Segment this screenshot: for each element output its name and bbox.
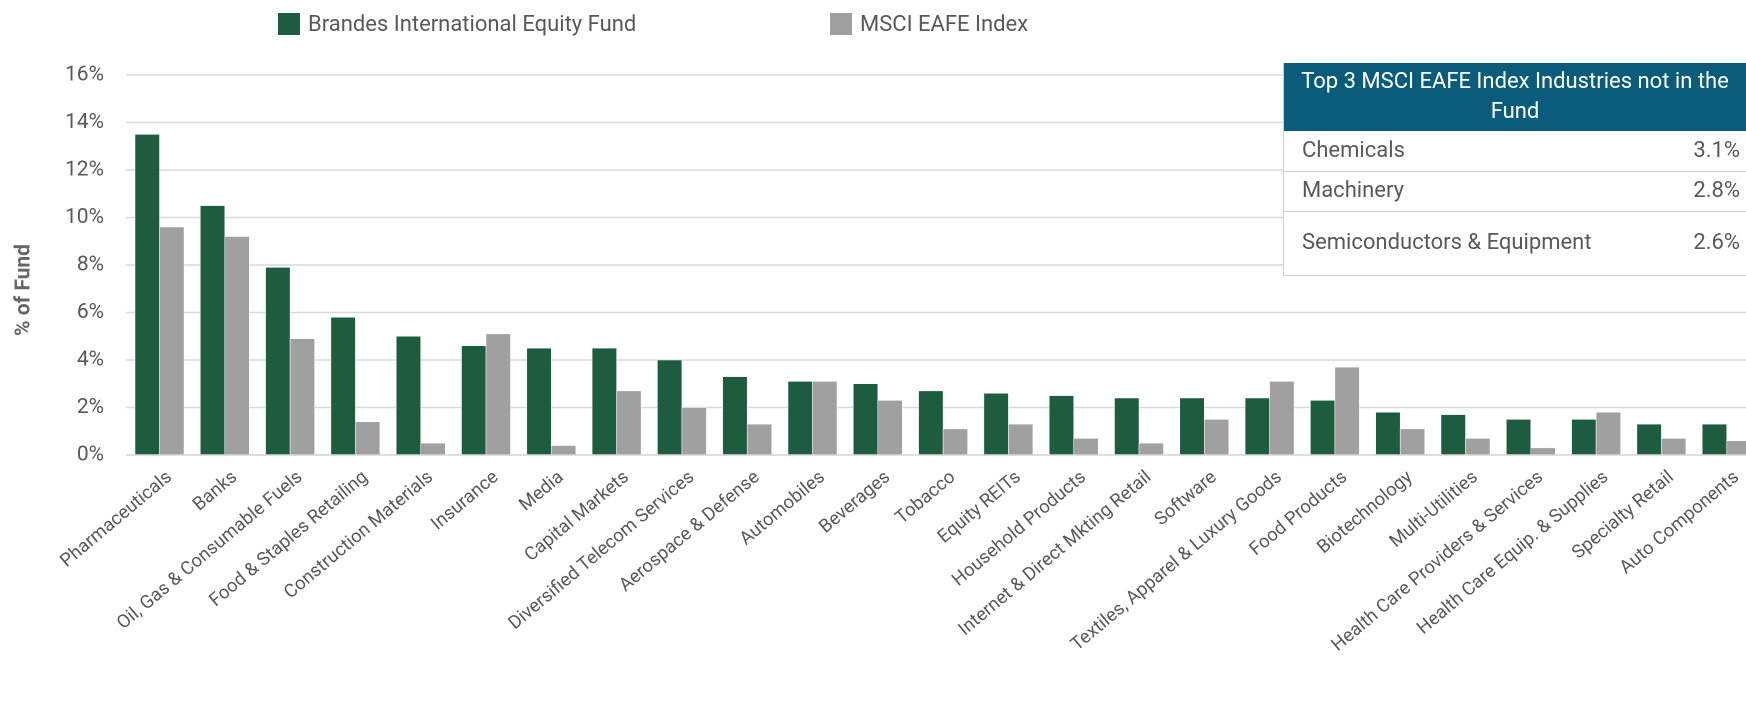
y-tick-label: 8% [77, 253, 104, 277]
legend-label: Brandes International Equity Fund [308, 12, 636, 37]
legend-swatch [830, 13, 852, 35]
bar [1334, 366, 1360, 456]
bar [1701, 423, 1727, 456]
bar [1204, 419, 1230, 456]
bar [200, 205, 226, 456]
table-value: 2.6% [1658, 211, 1746, 276]
table-label: Machinery [1283, 171, 1659, 212]
bar [1048, 395, 1074, 456]
bar [1571, 419, 1597, 456]
bar [1269, 381, 1295, 456]
bar [1506, 419, 1532, 456]
table-title: Top 3 MSCI EAFE Index Industries not in … [1283, 63, 1746, 131]
bar [420, 442, 446, 456]
inset-table: Top 3 MSCI EAFE Index Industries not in … [1283, 63, 1746, 276]
bar [1138, 442, 1164, 456]
bar [1008, 423, 1034, 456]
table-value: 3.1% [1658, 131, 1746, 172]
bar [983, 393, 1009, 456]
bar [1073, 438, 1099, 456]
bar [1179, 397, 1205, 456]
bar [551, 445, 577, 456]
y-tick-label: 16% [65, 63, 104, 87]
bar [942, 428, 968, 456]
y-tick-label: 4% [77, 348, 104, 372]
table-value: 2.8% [1658, 171, 1746, 212]
x-tick-label: Media [514, 466, 567, 516]
bar [877, 400, 903, 456]
x-tick-label: Insurance [426, 466, 502, 535]
y-tick-label: 12% [65, 158, 104, 182]
bar [1465, 438, 1491, 456]
x-tick-label: Auto Components [1615, 466, 1743, 578]
bar [1244, 397, 1270, 456]
bar [1375, 412, 1401, 456]
bar [330, 317, 356, 456]
bar [265, 267, 291, 456]
bar [918, 390, 944, 456]
table-label: Chemicals [1283, 131, 1659, 172]
y-tick-label: 6% [77, 300, 104, 324]
bar [1595, 412, 1621, 456]
bar [526, 347, 552, 456]
bar [355, 421, 381, 456]
bar [591, 347, 617, 456]
bar [1114, 397, 1140, 456]
bar [681, 407, 707, 456]
bar [1726, 440, 1746, 456]
bar [461, 345, 487, 456]
x-tick-label: Beverages [814, 466, 894, 538]
bar [1310, 400, 1336, 456]
bar [1661, 438, 1687, 456]
bar [159, 226, 185, 456]
bar [657, 359, 683, 456]
table-label: Semiconductors & Equipment [1283, 211, 1659, 276]
y-tick-label: 0% [77, 443, 104, 467]
x-tick-label: Pharmaceuticals [56, 466, 176, 572]
table-row: Chemicals 3.1% [1283, 131, 1746, 172]
y-tick-label: 10% [65, 205, 104, 229]
table-row: Semiconductors & Equipment 2.6% [1283, 211, 1746, 276]
y-tick-label: 14% [65, 110, 104, 134]
legend-swatch [278, 13, 300, 35]
bar [395, 336, 421, 456]
table-row: Machinery 2.8% [1283, 171, 1746, 212]
bar [289, 338, 315, 456]
bar [812, 381, 838, 456]
bar [134, 134, 160, 456]
legend-label: MSCI EAFE Index [860, 12, 1028, 37]
bar [485, 333, 511, 456]
bar [722, 376, 748, 456]
bar [746, 423, 772, 456]
y-tick-label: 2% [77, 395, 104, 419]
bar [1530, 447, 1556, 456]
bar [787, 381, 813, 456]
bar [224, 236, 250, 456]
bar [1636, 423, 1662, 456]
y-axis-label: % of Fund [12, 244, 36, 336]
bar [1399, 428, 1425, 456]
bar [616, 390, 642, 456]
bar [853, 383, 879, 456]
x-tick-label: Banks [188, 466, 241, 515]
bar [1440, 414, 1466, 456]
